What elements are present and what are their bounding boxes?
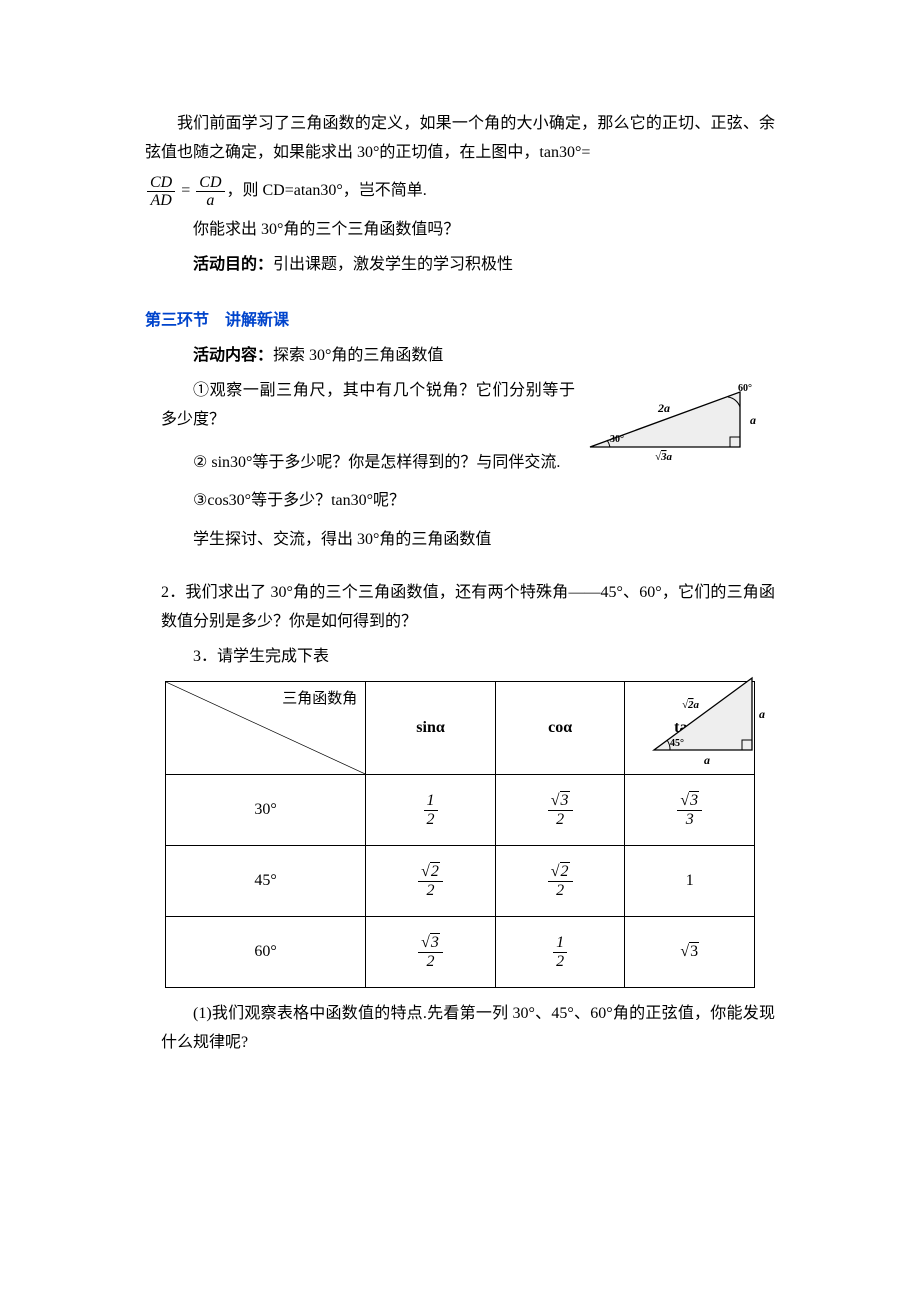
after-table-p1: (1)我们观察表格中函数值的特点.先看第一列 30°、45°、60°角的正弦值，… [145, 1000, 775, 1058]
svg-text:2a: 2a [657, 401, 670, 415]
q3: ③cos30°等于多少？tan30°呢？ [145, 487, 775, 516]
sin60-rad: 3 [430, 933, 440, 951]
intro-p3-text: 引出课题，激发学生的学习积极性 [273, 256, 513, 273]
tri45-opp: a [759, 707, 765, 721]
intro-paragraph-1: 我们前面学习了三角函数的定义，如果一个角的大小确定，那么它的正切、正弦、余弦值也… [145, 110, 775, 168]
cell-cos30: 32 [495, 775, 625, 846]
tan60-rad: 3 [689, 942, 699, 960]
cell-sin60: 32 [366, 917, 496, 988]
diag-top-label: 三角函数角 [282, 686, 357, 713]
tan30-den: 3 [677, 811, 702, 829]
cell-cos45: 22 [495, 846, 625, 917]
cell-tan60: 3 [625, 917, 755, 988]
cell-tan30: 33 [625, 775, 755, 846]
intro-paragraph-3: 活动目的：引出课题，激发学生的学习积极性 [145, 251, 775, 280]
cos30-rad: 3 [560, 791, 570, 809]
tri30-opp: a [750, 413, 756, 427]
cos30-den: 2 [548, 811, 573, 829]
section-3-title: 第三环节 讲解新课 [145, 307, 775, 336]
triangle-45-diagram: 45° √2a a a [642, 670, 772, 768]
tri30-hyp: 2a [657, 401, 670, 415]
row-30-label: 30° [166, 775, 366, 846]
tri30-adj: a [667, 451, 673, 462]
act-text: 探索 30°角的三角函数值 [273, 347, 443, 364]
tri30-ang30: 30° [610, 434, 624, 445]
page-container: 我们前面学习了三角函数的定义，如果一个角的大小确定，那么它的正切、正弦、余弦值也… [0, 0, 920, 1302]
fraction-cd-ad: CD AD [147, 174, 175, 210]
intro-p1-after: ，则 CD=atan30°，岂不简单. [227, 177, 427, 206]
frac-den-2: a [196, 192, 224, 210]
sin30-den: 2 [424, 811, 438, 829]
table-row: 60° 32 12 3 [166, 917, 755, 988]
svg-text:√2a: √2a [682, 699, 700, 711]
eq-sign-1: = [181, 177, 190, 206]
sin45-den: 2 [418, 882, 443, 900]
cell-sin45: 22 [366, 846, 496, 917]
intro-p3-label: 活动目的： [193, 256, 273, 273]
svg-text:30°: 30° [610, 434, 624, 445]
sin30-num: 1 [424, 792, 438, 811]
cos45-rad: 2 [560, 862, 570, 880]
intro-formula-line: CD AD = CD a ，则 CD=atan30°，岂不简单. [145, 174, 775, 210]
svg-text:45°: 45° [670, 738, 684, 749]
intro-p1-text: 我们前面学习了三角函数的定义，如果一个角的大小确定，那么它的正切、正弦、余弦值也… [145, 115, 775, 161]
svg-text:a: a [704, 753, 710, 767]
svg-text:√3a: √3a [655, 451, 673, 462]
cell-sin30: 12 [366, 775, 496, 846]
act-label: 活动内容： [193, 347, 273, 364]
row-45-label: 45° [166, 846, 366, 917]
svg-text:a: a [750, 413, 756, 427]
q4: 学生探讨、交流，得出 30°角的三角函数值 [145, 526, 775, 555]
cos60-den: 2 [553, 953, 567, 971]
section3-p2: 2．我们求出了 30°角的三个三角函数值，还有两个特殊角——45°、60°，它们… [145, 579, 775, 637]
col-sin: sinα [366, 682, 496, 775]
tri30-ang60: 60° [738, 383, 752, 394]
intro-paragraph-2: 你能求出 30°角的三个三角函数值吗？ [145, 216, 775, 245]
cell-cos60: 12 [495, 917, 625, 988]
frac-den-1: AD [147, 192, 175, 210]
cell-tan45: 1 [625, 846, 755, 917]
svg-text:60°: 60° [738, 383, 752, 394]
cos45-den: 2 [548, 882, 573, 900]
col-sin-label: sinα [416, 719, 445, 736]
table-row: 45° 22 22 1 [166, 846, 755, 917]
row-60-label: 60° [166, 917, 366, 988]
cos60-num: 1 [553, 934, 567, 953]
fraction-cd-a: CD a [196, 174, 224, 210]
tri45-ang: 45° [670, 738, 684, 749]
tan30-rad: 3 [689, 791, 699, 809]
tri45-adj: a [704, 753, 710, 767]
sin45-rad: 2 [430, 862, 440, 880]
frac-num-2: CD [196, 174, 224, 193]
tri45-hyp: a [694, 699, 700, 711]
frac-num-1: CD [147, 174, 175, 193]
col-cos: coα [495, 682, 625, 775]
section3-p3: 3．请学生完成下表 [145, 643, 775, 672]
table-row: 30° 12 32 33 [166, 775, 755, 846]
activity-content: 活动内容：探索 30°角的三角函数值 [145, 342, 775, 371]
s3p2-text: 2．我们求出了 30°角的三个三角函数值，还有两个特殊角——45°、60°，它们… [161, 584, 775, 630]
sin60-den: 2 [418, 953, 443, 971]
triangle-30-60-diagram: 60° 30° 2a a √3a [580, 382, 770, 462]
col-cos-label: coα [548, 719, 572, 736]
svg-text:a: a [759, 707, 765, 721]
table-diag-header: 三角函数角 [166, 682, 366, 775]
